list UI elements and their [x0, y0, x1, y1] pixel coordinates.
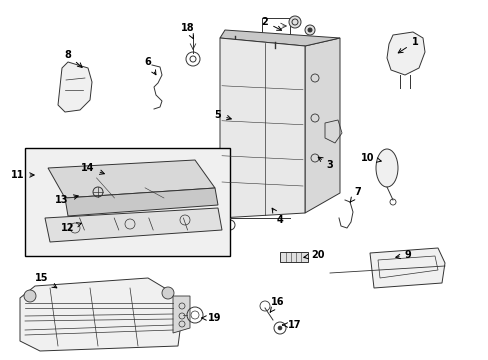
Circle shape	[307, 28, 311, 32]
Text: 15: 15	[35, 273, 57, 288]
Polygon shape	[20, 278, 183, 351]
Polygon shape	[45, 208, 222, 242]
Polygon shape	[369, 248, 444, 288]
Text: 16: 16	[270, 297, 284, 312]
Text: 12: 12	[61, 223, 81, 233]
Text: 1: 1	[397, 37, 418, 53]
Text: 17: 17	[282, 320, 301, 330]
Text: 14: 14	[81, 163, 104, 174]
Circle shape	[162, 287, 174, 299]
Text: 19: 19	[202, 313, 221, 323]
Text: 4: 4	[272, 208, 283, 225]
Text: 20: 20	[303, 250, 324, 260]
Circle shape	[305, 25, 314, 35]
Text: 7: 7	[349, 187, 361, 202]
Text: 2: 2	[261, 17, 281, 30]
Text: 13: 13	[55, 195, 78, 205]
Circle shape	[24, 290, 36, 302]
Text: 10: 10	[361, 153, 381, 163]
Polygon shape	[386, 32, 424, 75]
Text: 6: 6	[144, 57, 156, 75]
Text: 9: 9	[395, 250, 410, 260]
Polygon shape	[48, 160, 215, 198]
Text: 11: 11	[11, 170, 34, 180]
Text: 3: 3	[318, 157, 333, 170]
Text: 18: 18	[181, 23, 194, 39]
Polygon shape	[220, 38, 305, 218]
Polygon shape	[220, 30, 339, 46]
Polygon shape	[280, 252, 307, 262]
Ellipse shape	[375, 149, 397, 187]
Bar	[262, 18, 289, 40]
Polygon shape	[58, 62, 92, 112]
Text: 8: 8	[64, 50, 82, 67]
Polygon shape	[305, 38, 339, 213]
Circle shape	[278, 326, 282, 330]
Circle shape	[288, 16, 301, 28]
Polygon shape	[173, 296, 190, 333]
Polygon shape	[65, 188, 218, 216]
Text: 5: 5	[214, 110, 231, 120]
Bar	[25, 148, 229, 256]
